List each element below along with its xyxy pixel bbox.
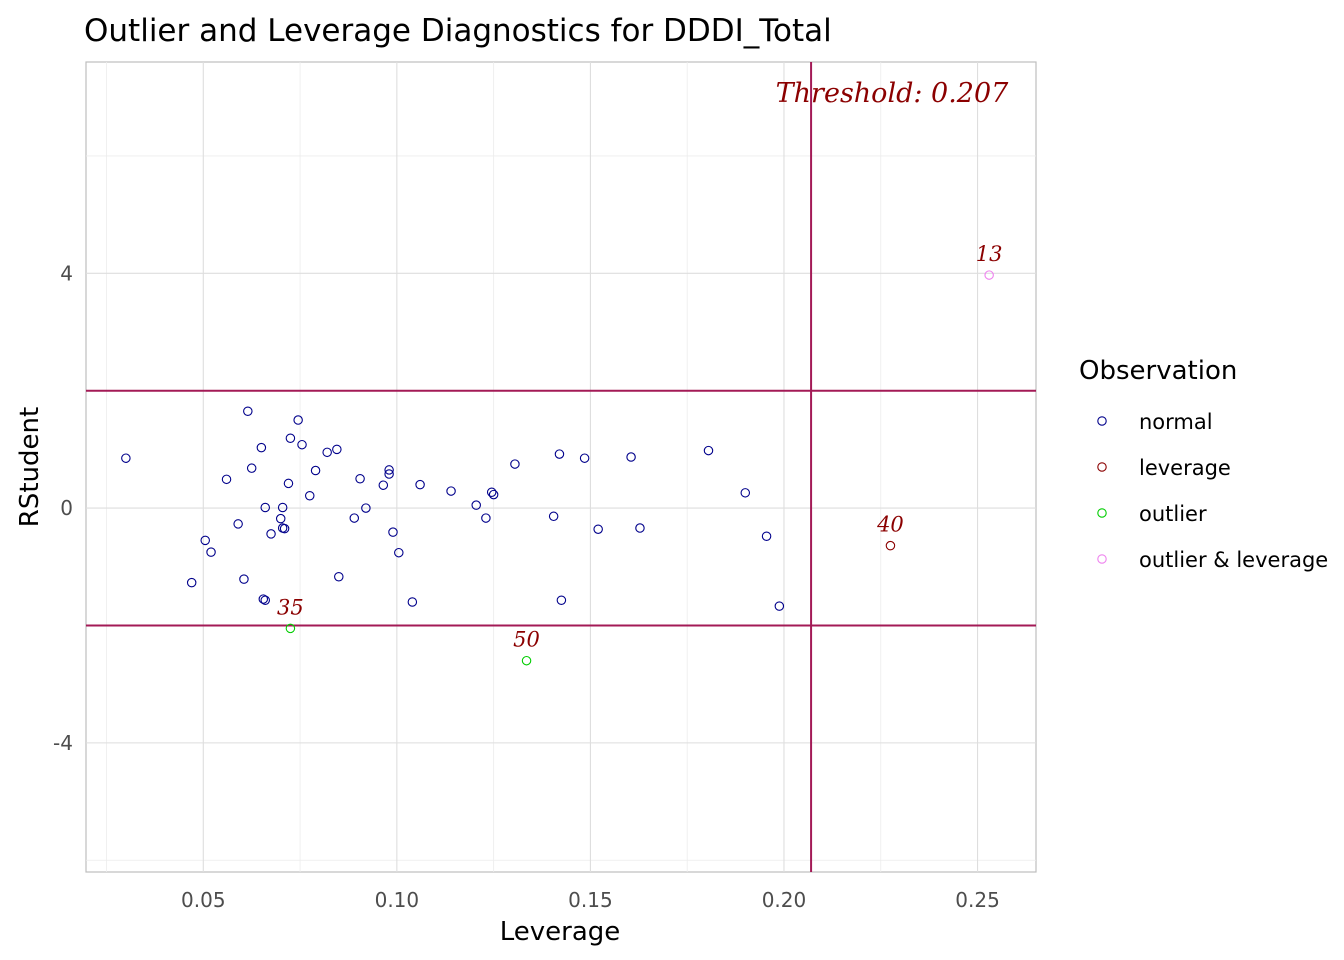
legend-key — [1097, 554, 1107, 564]
data-point — [221, 474, 232, 485]
data-points — [121, 270, 994, 666]
data-point — [740, 488, 751, 498]
data-point — [200, 535, 210, 546]
plot-panel — [85, 61, 1037, 873]
point-label: 40 — [876, 513, 904, 537]
x-axis-label: Leverage — [500, 917, 621, 947]
data-point — [349, 513, 360, 523]
data-point — [277, 502, 288, 513]
data-point — [310, 465, 321, 476]
legend-label: normal — [1139, 410, 1213, 434]
data-point — [407, 597, 418, 607]
data-point — [334, 572, 344, 582]
data-point — [471, 500, 481, 510]
y-tick-label: 4 — [60, 261, 73, 285]
x-tick-label: 0.15 — [568, 888, 613, 912]
data-point — [703, 445, 714, 456]
data-point — [486, 487, 497, 497]
data-point — [548, 511, 559, 522]
data-point — [394, 547, 404, 558]
data-point — [239, 574, 249, 584]
legend-label: outlier — [1139, 502, 1207, 526]
grid-major — [86, 62, 1036, 872]
x-axis-ticks: 0.05 0.10 0.15 0.20 0.25 — [181, 888, 1000, 912]
x-tick-label: 0.25 — [955, 888, 1000, 912]
x-tick-label: 0.10 — [375, 888, 420, 912]
data-point — [206, 547, 216, 557]
data-point — [761, 531, 772, 542]
data-point — [279, 523, 290, 534]
y-tick-label: -4 — [53, 731, 73, 755]
reference-lines — [86, 62, 1036, 872]
data-point — [186, 577, 197, 588]
y-axis-ticks: -4 0 4 — [53, 261, 73, 755]
threshold-label: Threshold: 0.207 — [776, 78, 1009, 109]
point-label: 50 — [513, 628, 540, 652]
data-point — [388, 527, 398, 537]
data-point — [275, 513, 286, 524]
data-point — [305, 491, 315, 501]
data-point — [260, 502, 270, 513]
legend-title: Observation — [1079, 356, 1237, 386]
data-point — [361, 503, 371, 513]
legend-key — [1097, 508, 1107, 518]
data-point — [579, 453, 590, 463]
data-point — [556, 595, 567, 605]
legend-label: outlier & leverage — [1139, 548, 1328, 572]
data-point — [260, 595, 270, 605]
data-point — [283, 478, 294, 489]
data-point — [256, 442, 267, 453]
data-point — [446, 486, 456, 496]
data-point — [285, 623, 296, 634]
data-point — [233, 519, 243, 529]
data-point — [635, 523, 645, 533]
data-point — [293, 415, 303, 425]
data-point — [415, 479, 425, 490]
chart-title: Outlier and Leverage Diagnostics for DDD… — [84, 13, 832, 49]
legend: Observation normal leverage outlier outlier… — [1079, 356, 1328, 572]
data-point — [510, 459, 520, 469]
y-axis-label: RStudent — [15, 407, 45, 527]
x-tick-label: 0.05 — [181, 888, 226, 912]
point-labels: 40 35 50 13 — [277, 242, 1002, 652]
legend-key — [1097, 462, 1107, 472]
data-point — [258, 594, 269, 604]
data-point — [285, 433, 296, 443]
data-point — [121, 453, 131, 463]
data-point — [297, 439, 307, 450]
data-point — [246, 463, 257, 473]
data-point — [384, 469, 394, 479]
data-point — [626, 452, 636, 462]
point-label: 35 — [277, 595, 304, 619]
data-point — [378, 480, 389, 490]
legend-key — [1097, 416, 1107, 426]
legend-items: normal leverage outlier outlier & leverage — [1097, 410, 1328, 572]
data-point — [488, 489, 499, 500]
data-point — [243, 406, 253, 416]
data-point — [593, 524, 603, 534]
data-point — [481, 513, 491, 523]
data-point — [332, 444, 342, 455]
data-point — [984, 270, 994, 280]
data-point — [355, 473, 365, 484]
data-point — [322, 447, 332, 458]
data-point — [554, 449, 565, 459]
data-point — [521, 655, 532, 666]
data-point — [885, 540, 896, 551]
data-point — [774, 601, 785, 611]
point-label: 13 — [976, 242, 1003, 266]
legend-label: leverage — [1139, 456, 1231, 480]
data-point — [384, 465, 394, 475]
y-tick-label: 0 — [60, 496, 73, 520]
x-tick-label: 0.20 — [762, 888, 807, 912]
data-point — [266, 529, 276, 539]
